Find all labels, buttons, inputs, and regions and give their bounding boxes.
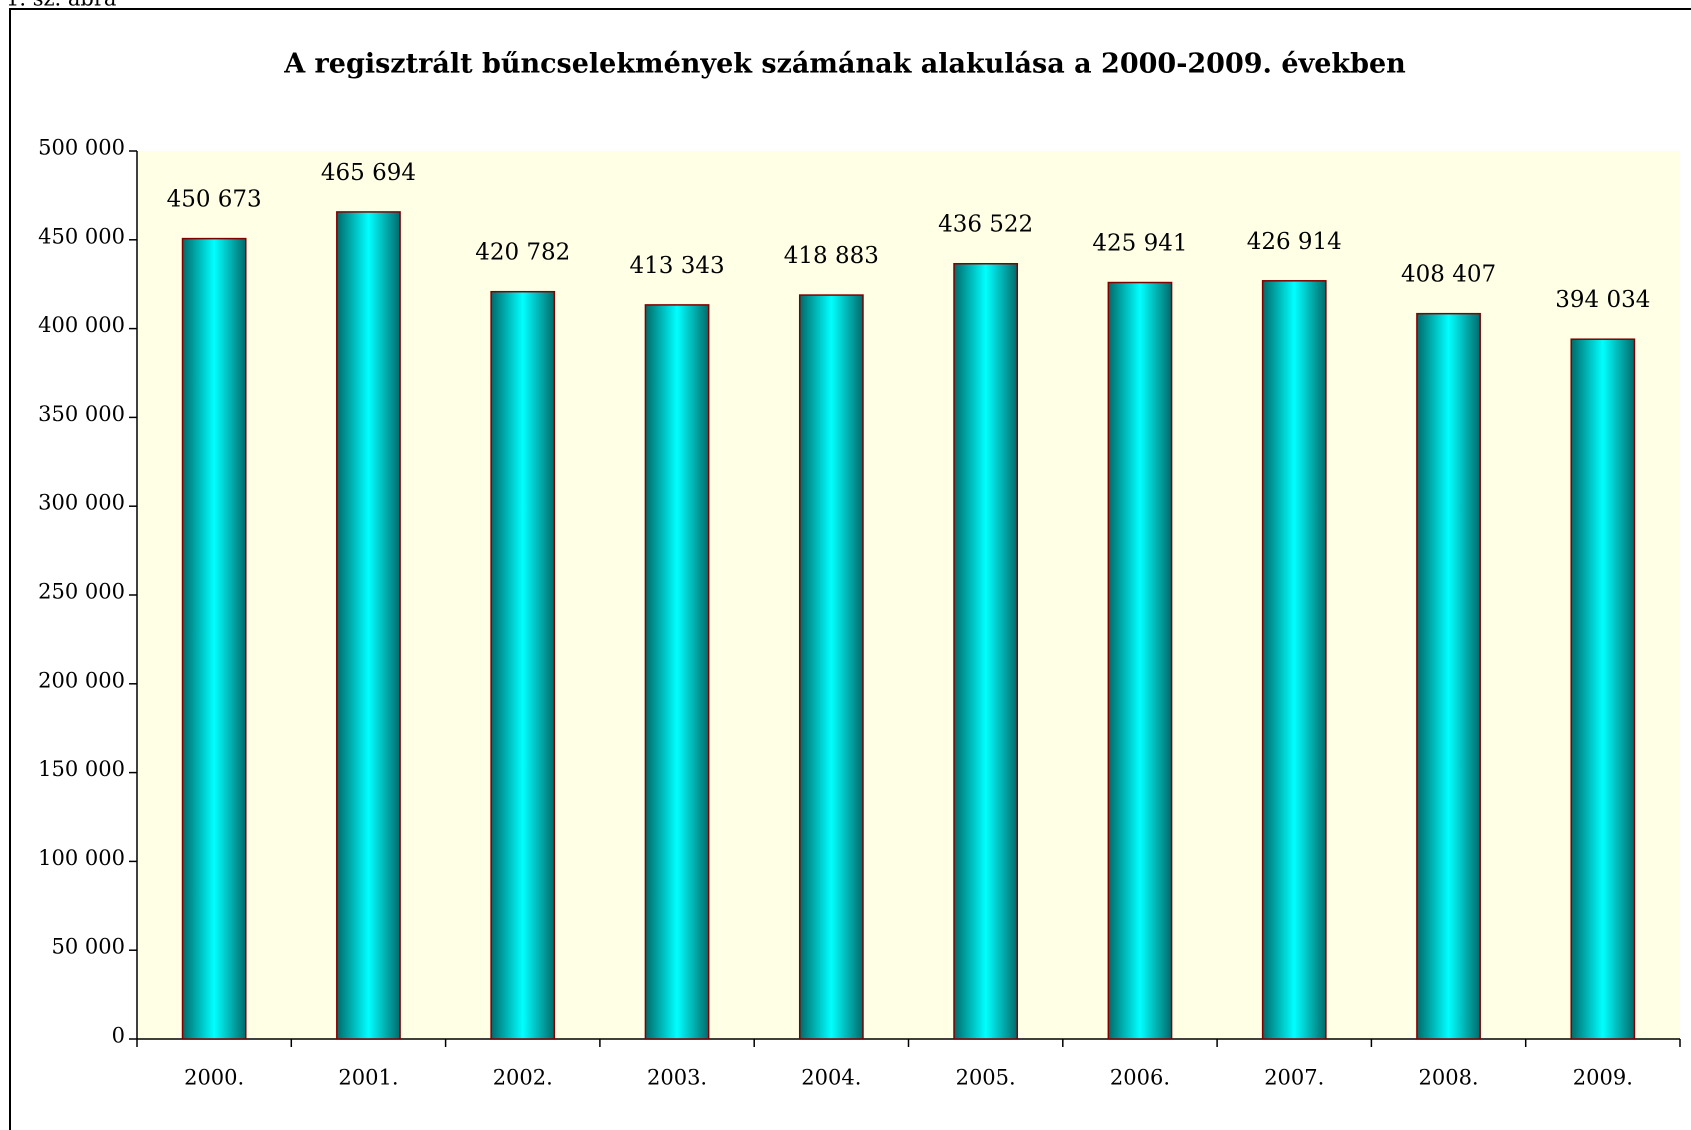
data-label: 450 673 (167, 187, 262, 213)
bar (644, 304, 710, 1040)
data-label: 418 883 (784, 243, 879, 269)
y-tick-label: 200 000 (38, 668, 125, 692)
y-tick-label: 150 000 (38, 757, 125, 781)
y-tick-label: 50 000 (52, 935, 125, 959)
data-label: 465 694 (321, 160, 416, 186)
x-tick-label: 2002. (493, 1066, 553, 1090)
data-label: 436 522 (938, 212, 1033, 238)
x-tick-label: 2001. (338, 1066, 398, 1090)
x-tick-label: 2007. (1264, 1066, 1324, 1090)
x-tick-label: 2005. (956, 1066, 1016, 1090)
y-tick-label: 500 000 (38, 136, 125, 160)
x-tick-label: 2008. (1418, 1066, 1478, 1090)
bar (181, 237, 247, 1040)
x-tick-label: 2003. (647, 1066, 707, 1090)
bar (1570, 338, 1636, 1040)
x-tick-label: 2004. (801, 1066, 861, 1090)
y-tick-label: 350 000 (38, 402, 125, 426)
bar (1416, 312, 1481, 1040)
caption: 1. sz. ábra (6, 0, 116, 11)
data-label: 413 343 (629, 253, 724, 279)
data-label: 426 914 (1247, 229, 1342, 255)
y-tick-label: 300 000 (38, 491, 125, 515)
x-tick-label: 2000. (184, 1066, 244, 1090)
x-tick-label: 2009. (1573, 1066, 1633, 1090)
data-label: 408 407 (1401, 262, 1496, 288)
bar (490, 290, 556, 1040)
y-tick-label: 400 000 (38, 313, 125, 337)
data-label: 394 034 (1555, 287, 1650, 313)
y-tick-label: 450 000 (38, 224, 125, 248)
y-tick-label: 0 (112, 1024, 125, 1048)
x-tick-label: 2006. (1110, 1066, 1170, 1090)
bar (953, 262, 1019, 1040)
bar (1261, 280, 1327, 1040)
data-label: 425 941 (1092, 231, 1187, 257)
bar (1107, 281, 1173, 1040)
y-tick-label: 100 000 (38, 846, 125, 870)
data-label: 420 782 (475, 240, 570, 266)
y-tick-label: 250 000 (38, 580, 125, 604)
bar (336, 211, 401, 1040)
chart-title: A regisztrált bűncselekmények számának a… (283, 49, 1406, 80)
bar (798, 294, 864, 1040)
